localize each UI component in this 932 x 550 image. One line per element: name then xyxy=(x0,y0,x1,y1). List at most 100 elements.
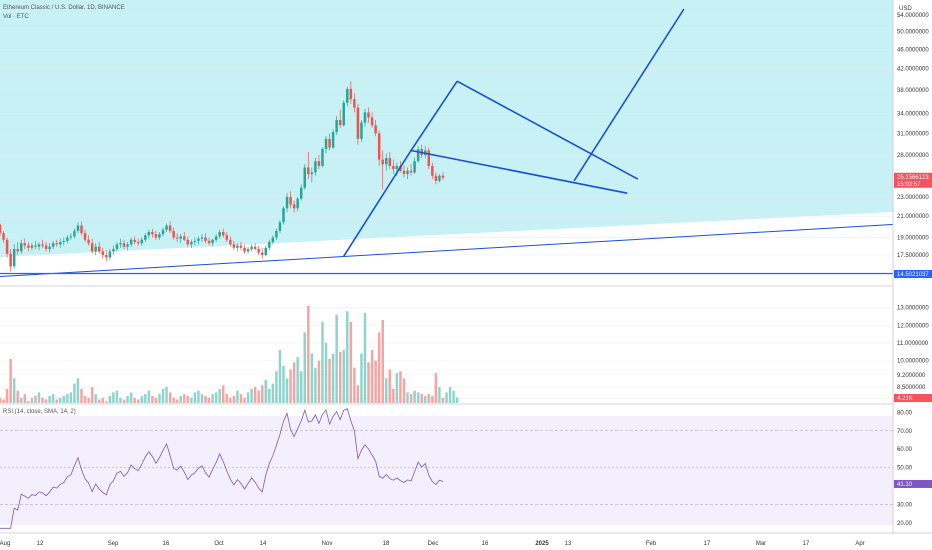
candle-body xyxy=(349,88,353,100)
candle-body xyxy=(204,237,207,241)
candle-body xyxy=(367,112,370,118)
volume-bar xyxy=(331,353,335,403)
candle-body xyxy=(5,239,9,254)
rsi-panel-background xyxy=(0,416,893,525)
volume-bar xyxy=(431,395,434,403)
candle-body xyxy=(385,158,388,165)
time-axis[interactable]: Aug 12 Sep 16 Oct 14 Nov 18 Dec 16 2025 13 Feb 17 Mar 1… xyxy=(0,541,865,547)
volume-bar xyxy=(307,305,310,403)
candle-body xyxy=(328,138,331,148)
candle-body xyxy=(179,236,182,239)
volume-legend: Vol · ETC xyxy=(3,14,29,20)
volume-bar xyxy=(321,321,324,403)
rsi-line xyxy=(0,408,444,529)
volume-bar xyxy=(197,390,200,403)
volume-bar xyxy=(342,350,345,403)
candle-body xyxy=(431,165,434,176)
volume-bar xyxy=(211,394,214,403)
candle-body xyxy=(374,125,377,134)
candle-body xyxy=(186,239,190,245)
candle-body xyxy=(360,122,363,139)
candle-body xyxy=(2,233,5,240)
candle-body xyxy=(62,240,66,243)
volume-bar xyxy=(445,392,448,403)
candle-body xyxy=(246,249,250,252)
volume-bar xyxy=(292,362,296,403)
candle-body xyxy=(370,117,374,126)
candle-body xyxy=(126,244,129,247)
currency-label: USD xyxy=(899,6,912,12)
candle-body xyxy=(416,148,420,162)
volume-bar xyxy=(392,388,395,403)
candle-body xyxy=(331,131,335,148)
volume-bar xyxy=(55,399,58,403)
price-panel-shading xyxy=(0,0,893,257)
candle-body xyxy=(76,225,80,231)
volume-bar xyxy=(296,357,299,403)
volume-bar xyxy=(190,397,193,403)
time-axis-label: 18 xyxy=(383,541,390,547)
candle-body xyxy=(0,224,2,234)
candle-body xyxy=(190,242,193,245)
volume-bar xyxy=(154,397,158,403)
candle-body xyxy=(154,234,158,238)
volume-bar xyxy=(27,401,30,403)
volume-bar xyxy=(353,367,356,403)
candle-body xyxy=(239,245,243,248)
volume-bar xyxy=(310,353,314,403)
price-tick-label: 54.0000000 xyxy=(897,13,929,19)
volume-bar xyxy=(90,387,94,403)
volume-bar xyxy=(438,387,441,403)
volume-bar xyxy=(105,401,108,403)
candle-body xyxy=(165,225,168,230)
volume-bar xyxy=(289,369,292,403)
volume-bar xyxy=(229,397,232,403)
candle-body xyxy=(218,231,221,237)
candle-body xyxy=(388,158,392,166)
volume-bar xyxy=(222,385,225,403)
volume-bar xyxy=(97,399,101,403)
volume-bar xyxy=(2,399,5,403)
volume-bar xyxy=(381,320,384,403)
trendlines-layer[interactable] xyxy=(0,8,893,278)
candle-body xyxy=(101,251,105,256)
volume-bar xyxy=(360,353,363,403)
volume-bar xyxy=(370,350,374,403)
rsi-layer xyxy=(0,408,893,529)
candle-body xyxy=(236,245,239,248)
candle-body xyxy=(9,253,12,267)
volume-bar xyxy=(236,390,239,403)
volume-bar xyxy=(172,397,175,403)
candle-body xyxy=(253,246,257,250)
candle-body xyxy=(97,246,101,252)
time-axis-label: 2025 xyxy=(535,541,549,547)
trendline-impulse xyxy=(410,80,458,151)
volume-bar xyxy=(253,387,257,403)
candle-body xyxy=(406,170,409,175)
time-axis-label: Oct xyxy=(214,541,224,547)
rsi-value-tag-text: 41.10 xyxy=(897,482,913,488)
candle-body xyxy=(296,198,299,209)
volume-bar xyxy=(80,388,83,403)
volume-bar xyxy=(200,394,204,403)
rsi-legend: RSI (14, close, SMA, 14, 2) xyxy=(3,409,76,415)
volume-bar xyxy=(108,395,112,403)
candle-body xyxy=(346,88,349,103)
symbol-title[interactable]: Ethereum Classic / U.S. Dollar, 1D, BINA… xyxy=(3,5,125,11)
candle-body xyxy=(193,240,197,243)
candle-body xyxy=(392,165,395,170)
candle-body xyxy=(41,244,44,246)
volume-bar xyxy=(94,394,97,403)
volume-bar xyxy=(356,385,360,403)
volume-bar xyxy=(193,392,197,403)
candle-body xyxy=(108,251,112,258)
candle-body xyxy=(144,235,147,240)
candle-body xyxy=(250,246,253,250)
volume-bar xyxy=(112,392,115,403)
candle-body xyxy=(129,239,133,245)
time-axis-label: 16 xyxy=(163,541,170,547)
candle-body xyxy=(147,231,151,236)
volume-bar xyxy=(278,350,282,403)
